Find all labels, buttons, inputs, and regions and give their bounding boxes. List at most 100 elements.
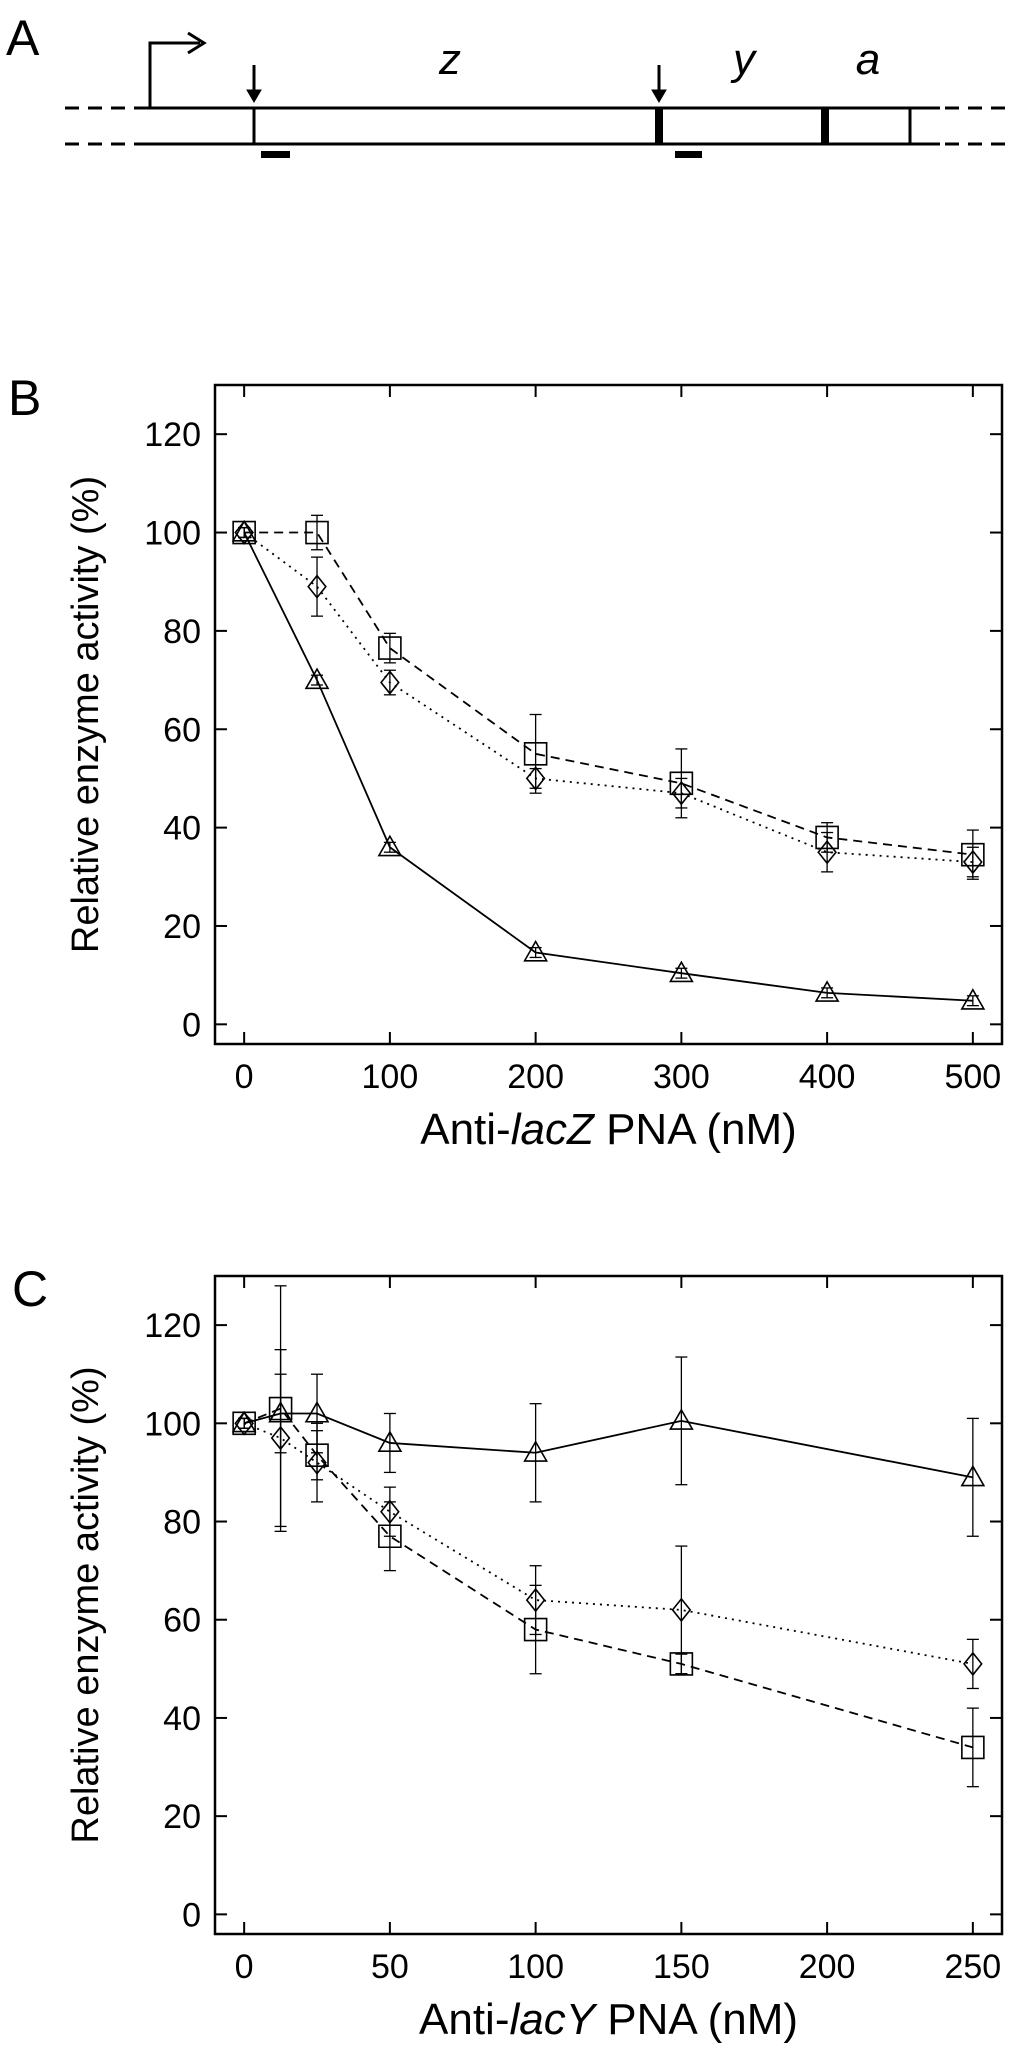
x-axis-label-part: PNA (nM) [595,1995,798,2044]
data-point [523,1617,548,1642]
data-point [377,834,403,857]
error-bar [966,1707,979,1788]
data-point [814,980,840,1002]
data-point [668,1408,694,1430]
error-bar [274,1349,287,1528]
data-point [380,1499,400,1524]
plot-frame [213,383,1004,1046]
x-axis-label-part: lacZ [511,1105,596,1154]
target-arrow-head [651,89,667,103]
panel-label: A [6,10,40,66]
data-point [961,842,985,867]
error-bar [383,632,396,664]
data-point [523,742,548,766]
series-line [243,532,973,1002]
data-point [525,1587,546,1613]
series-line [243,1422,974,1665]
error-bar [383,1412,396,1474]
error-bar [383,1486,396,1537]
data-point [671,780,692,806]
data-point [380,670,400,695]
x-tick-label: 50 [371,1948,409,1986]
x-axis-label: Anti-lacY PNA (nM) [419,1995,798,2044]
gene-label: a [856,35,880,84]
data-point [961,1735,985,1760]
y-axis-label: Relative enzyme activity (%) [65,476,107,953]
data-point [523,939,549,962]
panel-a [65,31,1005,158]
series-line [244,531,973,856]
y-tick-label: 20 [163,908,201,946]
y-tick-label: 100 [144,1405,201,1443]
data-point [378,636,402,660]
panel-label: C [12,1261,48,1317]
data-point [960,1464,986,1487]
data-point [307,574,327,599]
x-tick-label: 400 [799,1058,856,1096]
x-tick-label: 0 [235,1058,254,1096]
data-point [377,1430,403,1453]
error-bar [966,1638,979,1690]
data-point [268,1396,293,1421]
series-line [243,531,973,863]
error-bar [383,669,396,696]
pna-site [261,151,290,158]
pna-site [675,151,702,158]
y-tick-label: 40 [163,810,201,848]
error-bar [529,1565,542,1636]
series-line [243,1412,974,1479]
data-point [305,520,329,545]
error-bar [311,556,324,617]
x-tick-label: 100 [362,1058,419,1096]
x-axis-label-part: Anti- [420,1105,510,1154]
data-point [304,667,330,690]
data-point [669,771,694,796]
data-point [232,520,256,545]
panel-label: B [8,370,41,426]
data-point [671,1597,692,1623]
x-tick-label: 0 [235,1948,254,1986]
x-tick-label: 300 [653,1058,710,1096]
error-bar [966,1417,979,1537]
y-tick-label: 60 [163,1602,201,1640]
data-point [307,1450,327,1475]
data-point [960,988,986,1010]
data-point [815,825,839,850]
gene-label: y [730,35,758,84]
x-tick-label: 200 [799,1948,856,1986]
error-bar [675,1545,688,1675]
data-point [378,1524,402,1549]
x-tick-label: 100 [507,1948,564,1986]
y-tick-label: 120 [144,416,201,454]
y-tick-label: 40 [163,1700,201,1738]
plot-frame [213,1274,1004,1936]
x-axis-label-part: Anti- [419,1995,509,2044]
error-bar [675,1356,688,1486]
x-tick-label: 500 [944,1058,1001,1096]
y-tick-label: 60 [163,711,201,749]
x-tick-label: 200 [507,1058,564,1096]
promoter-arrow [148,41,200,108]
error-bar [529,1403,542,1503]
data-point [234,1411,254,1436]
data-point [270,1425,291,1451]
promoter-arrow-head [187,31,207,55]
y-tick-label: 100 [144,515,201,553]
y-tick-label: 20 [163,1798,201,1836]
data-point [523,1440,549,1462]
data-point [817,839,837,865]
error-bar [821,831,834,873]
data-point [668,960,694,983]
data-point [525,766,546,791]
x-axis-label-part: lacY [509,1995,597,2044]
data-point [963,849,983,875]
x-axis-label: Anti-lacZ PNA (nM) [420,1105,797,1154]
error-bar [311,1422,324,1503]
data-point [669,1652,694,1676]
y-tick-label: 0 [182,1006,201,1044]
data-point [305,1443,329,1468]
gene-label: z [438,35,461,84]
x-tick-label: 150 [653,1948,710,1986]
